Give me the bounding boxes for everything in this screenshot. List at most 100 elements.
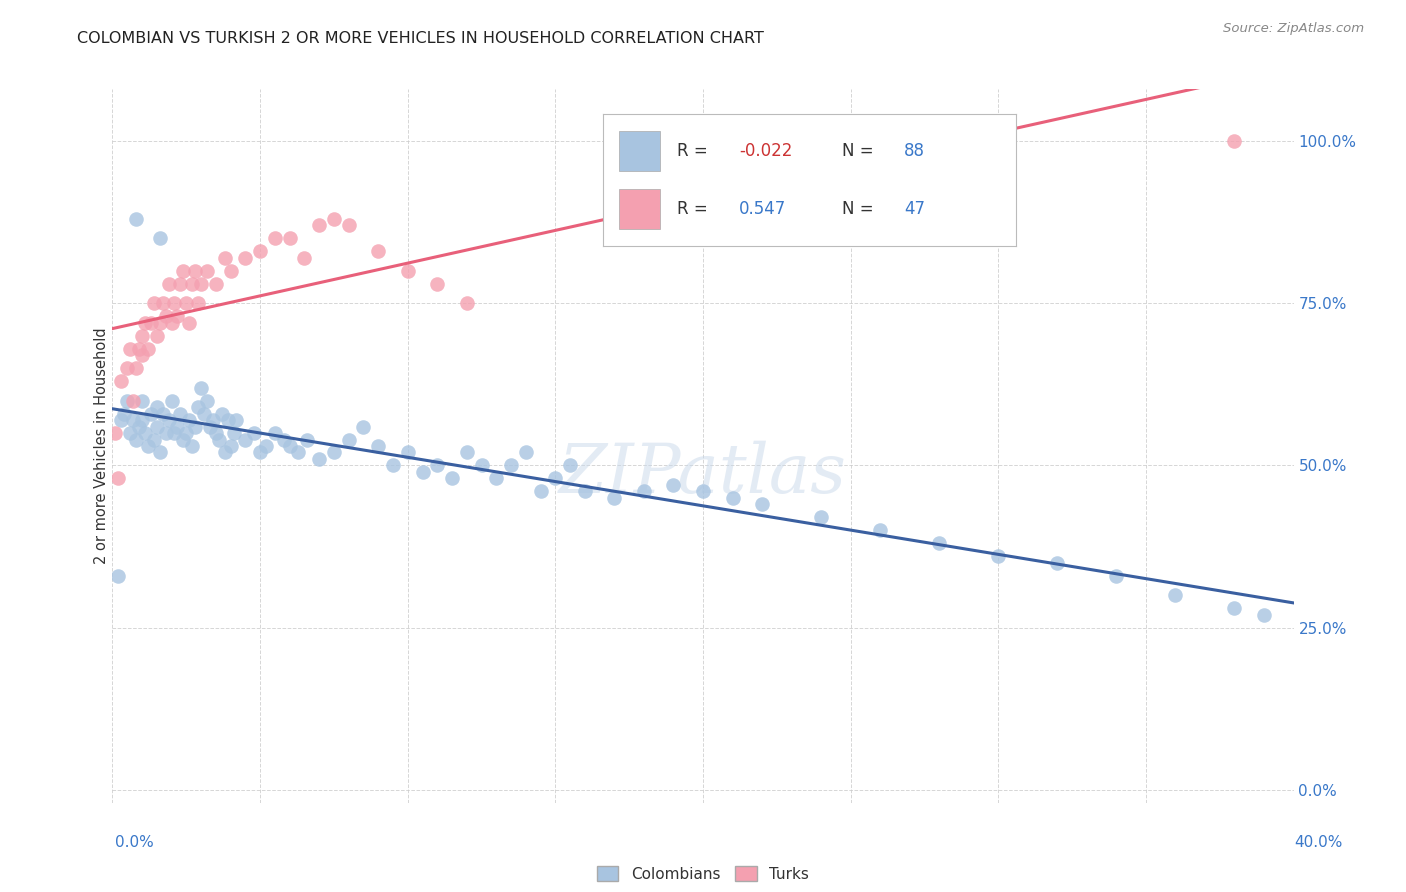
Text: N =: N = [842, 200, 879, 219]
Point [163, 425, 186, 440]
Point [190, 277, 212, 291]
Point [337, 219, 360, 233]
Point [278, 439, 301, 453]
Point [603, 491, 626, 505]
Point [146, 400, 169, 414]
Point [179, 413, 201, 427]
Point [485, 471, 508, 485]
Point [155, 425, 177, 440]
Point [323, 211, 346, 226]
Point [662, 478, 685, 492]
Point [217, 413, 239, 427]
Point [1046, 556, 1069, 570]
Point [195, 264, 218, 278]
Point [181, 439, 204, 453]
Point [117, 393, 138, 408]
Point [149, 445, 172, 459]
Point [214, 445, 236, 459]
Text: 88: 88 [904, 142, 925, 161]
Point [208, 433, 231, 447]
Point [1253, 607, 1275, 622]
Point [323, 445, 346, 459]
Point [292, 251, 315, 265]
Point [367, 244, 389, 259]
Point [308, 452, 330, 467]
Point [157, 413, 180, 427]
Text: 0.547: 0.547 [740, 200, 786, 219]
Point [243, 425, 266, 440]
Point [110, 374, 132, 388]
Point [264, 425, 287, 440]
Point [367, 439, 389, 453]
Text: ZIPatlas: ZIPatlas [560, 442, 846, 508]
Point [107, 568, 129, 582]
Point [142, 433, 165, 447]
Point [928, 536, 950, 550]
Point [169, 277, 191, 291]
Point [352, 419, 374, 434]
Point [160, 316, 183, 330]
Text: Source: ZipAtlas.com: Source: ZipAtlas.com [1223, 22, 1364, 36]
Point [249, 244, 271, 259]
Point [160, 393, 183, 408]
Point [187, 400, 209, 414]
Point [225, 413, 247, 427]
Point [560, 458, 582, 473]
Point [249, 445, 271, 459]
Point [142, 296, 165, 310]
Legend: Colombians, Turks: Colombians, Turks [591, 860, 815, 888]
Text: 0.0%: 0.0% [115, 836, 155, 850]
Point [198, 419, 221, 434]
Point [308, 219, 330, 233]
Point [287, 445, 309, 459]
Point [152, 296, 174, 310]
Point [136, 342, 159, 356]
Point [125, 211, 148, 226]
Point [139, 407, 162, 421]
Point [131, 328, 153, 343]
Point [112, 407, 135, 421]
Text: -0.022: -0.022 [740, 142, 793, 161]
Point [233, 433, 256, 447]
Point [254, 439, 277, 453]
Point [441, 471, 464, 485]
Point [456, 296, 478, 310]
Point [107, 471, 129, 485]
Point [187, 296, 209, 310]
Point [721, 491, 744, 505]
Point [120, 425, 142, 440]
Point [412, 465, 434, 479]
Point [297, 433, 319, 447]
Point [193, 407, 215, 421]
Point [134, 425, 156, 440]
Point [125, 361, 148, 376]
Point [139, 316, 162, 330]
Point [810, 510, 832, 524]
Point [122, 413, 145, 427]
Point [382, 458, 405, 473]
Point [574, 484, 596, 499]
Point [470, 458, 494, 473]
Text: 47: 47 [904, 200, 925, 219]
Bar [619, 131, 661, 171]
Point [214, 251, 236, 265]
Point [184, 419, 207, 434]
Point [501, 458, 523, 473]
Point [149, 231, 172, 245]
Point [157, 277, 180, 291]
Point [426, 277, 449, 291]
Point [222, 425, 245, 440]
Point [692, 484, 714, 499]
Point [184, 264, 207, 278]
Point [152, 407, 174, 421]
Point [136, 439, 159, 453]
Point [120, 342, 142, 356]
Point [174, 296, 197, 310]
Point [117, 361, 138, 376]
Point [163, 296, 186, 310]
Point [211, 407, 233, 421]
Point [181, 277, 204, 291]
Point [128, 419, 150, 434]
Point [131, 348, 153, 362]
Point [122, 393, 145, 408]
